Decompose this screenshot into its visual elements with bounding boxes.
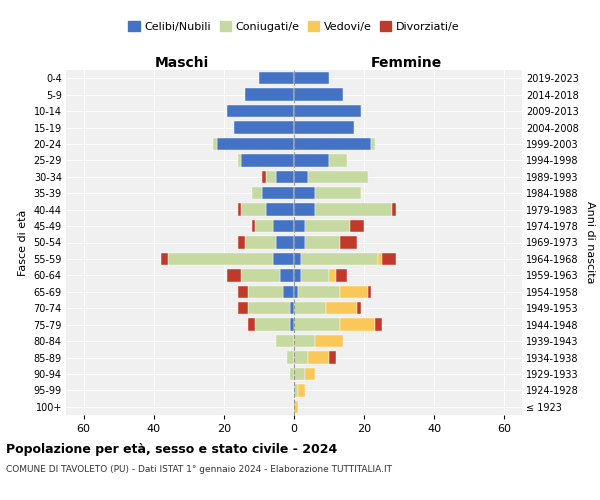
Bar	[298, 286, 340, 298]
Bar	[294, 269, 301, 281]
Bar	[252, 220, 256, 232]
Bar	[277, 236, 294, 248]
Bar	[248, 286, 283, 298]
Bar	[294, 368, 305, 380]
Bar	[340, 286, 368, 298]
Bar	[336, 269, 347, 281]
Bar	[290, 302, 294, 314]
Bar	[245, 88, 294, 101]
Bar	[340, 236, 357, 248]
Bar	[227, 105, 294, 117]
Bar	[238, 154, 241, 166]
Bar	[305, 368, 315, 380]
Y-axis label: Fasce di età: Fasce di età	[18, 210, 28, 276]
Bar	[382, 253, 396, 265]
Bar	[241, 154, 294, 166]
Bar	[227, 269, 241, 281]
Bar	[294, 105, 361, 117]
Bar	[238, 286, 248, 298]
Text: COMUNE DI TAVOLETO (PU) - Dati ISTAT 1° gennaio 2024 - Elaborazione TUTTITALIA.I: COMUNE DI TAVOLETO (PU) - Dati ISTAT 1° …	[6, 465, 392, 474]
Bar	[368, 286, 371, 298]
Bar	[168, 253, 273, 265]
Bar	[315, 335, 343, 347]
Bar	[262, 187, 294, 200]
Bar	[305, 236, 340, 248]
Bar	[241, 269, 280, 281]
Bar	[294, 204, 315, 216]
Bar	[248, 318, 256, 331]
Bar	[298, 384, 305, 396]
Bar	[294, 302, 326, 314]
Bar	[290, 368, 294, 380]
Bar	[266, 170, 277, 183]
Bar	[294, 400, 298, 413]
Bar	[301, 269, 329, 281]
Bar	[266, 204, 294, 216]
Bar	[294, 88, 343, 101]
Bar	[262, 170, 266, 183]
Bar	[294, 154, 329, 166]
Bar	[294, 352, 308, 364]
Bar	[161, 253, 168, 265]
Bar	[294, 318, 340, 331]
Bar	[350, 220, 364, 232]
Bar	[238, 302, 248, 314]
Bar	[252, 187, 262, 200]
Bar	[329, 154, 347, 166]
Bar	[287, 352, 294, 364]
Bar	[283, 286, 294, 298]
Bar	[374, 318, 382, 331]
Bar	[294, 286, 298, 298]
Bar	[273, 253, 294, 265]
Bar	[308, 170, 368, 183]
Text: Maschi: Maschi	[155, 56, 209, 70]
Bar	[315, 204, 392, 216]
Y-axis label: Anni di nascita: Anni di nascita	[584, 201, 595, 284]
Bar	[256, 220, 273, 232]
Bar	[248, 302, 290, 314]
Bar	[256, 318, 290, 331]
Bar	[340, 318, 374, 331]
Bar	[280, 269, 294, 281]
Bar	[326, 302, 357, 314]
Text: Popolazione per età, sesso e stato civile - 2024: Popolazione per età, sesso e stato civil…	[6, 442, 337, 456]
Legend: Celibi/Nubili, Coniugati/e, Vedovi/e, Divorziati/e: Celibi/Nubili, Coniugati/e, Vedovi/e, Di…	[124, 17, 464, 36]
Bar	[357, 302, 361, 314]
Text: Femmine: Femmine	[371, 56, 442, 70]
Bar	[217, 138, 294, 150]
Bar	[315, 187, 361, 200]
Bar	[259, 72, 294, 85]
Bar	[214, 138, 217, 150]
Bar	[273, 220, 294, 232]
Bar	[329, 352, 336, 364]
Bar	[294, 122, 353, 134]
Bar	[294, 236, 305, 248]
Bar	[294, 138, 371, 150]
Bar	[301, 253, 378, 265]
Bar	[235, 122, 294, 134]
Bar	[308, 352, 329, 364]
Bar	[277, 170, 294, 183]
Bar	[294, 253, 301, 265]
Bar	[294, 170, 308, 183]
Bar	[277, 335, 294, 347]
Bar	[294, 335, 315, 347]
Bar	[294, 384, 298, 396]
Bar	[294, 220, 305, 232]
Bar	[371, 138, 374, 150]
Bar	[329, 269, 336, 281]
Bar	[392, 204, 396, 216]
Bar	[241, 204, 266, 216]
Bar	[305, 220, 350, 232]
Bar	[290, 318, 294, 331]
Bar	[294, 72, 329, 85]
Bar	[238, 236, 245, 248]
Bar	[238, 204, 241, 216]
Bar	[378, 253, 382, 265]
Bar	[294, 187, 315, 200]
Bar	[245, 236, 277, 248]
